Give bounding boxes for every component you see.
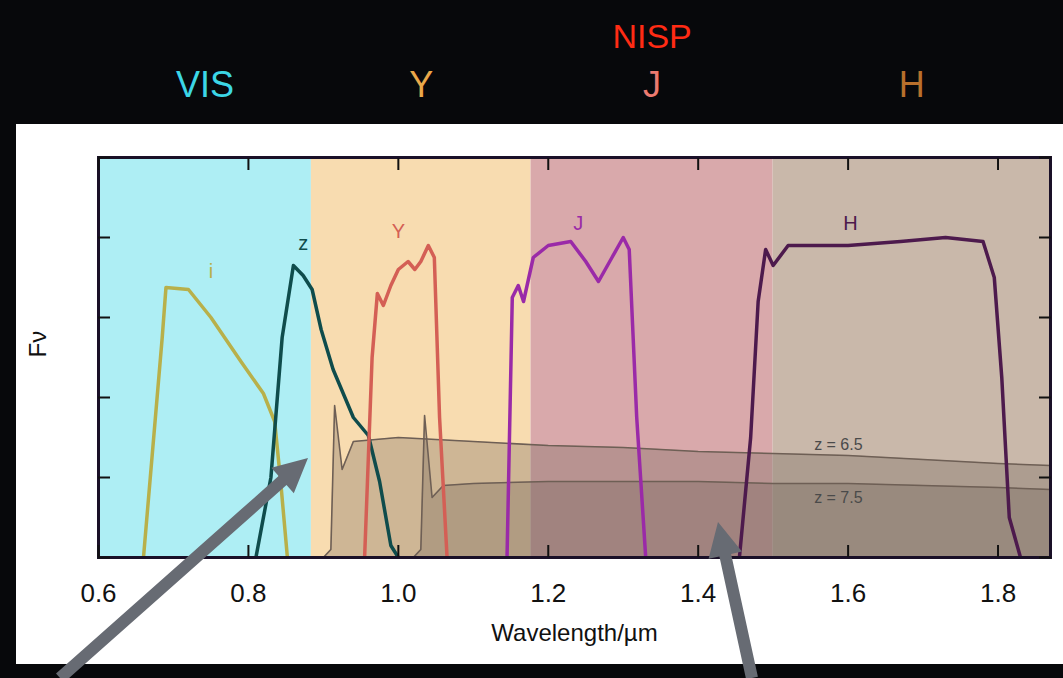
- svg-text:Wavelength/µm: Wavelength/µm: [491, 619, 657, 646]
- svg-text:Y: Y: [409, 64, 433, 105]
- svg-text:z = 6.5: z = 6.5: [814, 436, 863, 453]
- svg-text:0.8: 0.8: [230, 578, 266, 608]
- svg-text:z: z: [298, 232, 308, 254]
- svg-text:z = 7.5: z = 7.5: [814, 489, 863, 506]
- svg-text:1.0: 1.0: [380, 578, 416, 608]
- svg-text:H: H: [899, 64, 925, 105]
- svg-text:NISP: NISP: [612, 17, 691, 55]
- svg-text:VIS: VIS: [176, 64, 234, 105]
- svg-text:H: H: [843, 212, 857, 234]
- svg-text:i: i: [209, 260, 213, 282]
- svg-text:1.8: 1.8: [980, 578, 1016, 608]
- svg-text:1.4: 1.4: [680, 578, 716, 608]
- svg-text:J: J: [643, 64, 661, 105]
- svg-text:Fν: Fν: [24, 331, 51, 358]
- svg-text:1.6: 1.6: [830, 578, 866, 608]
- svg-text:J: J: [573, 212, 583, 234]
- svg-text:0.6: 0.6: [80, 578, 116, 608]
- svg-text:Y: Y: [392, 220, 405, 242]
- svg-text:1.2: 1.2: [530, 578, 566, 608]
